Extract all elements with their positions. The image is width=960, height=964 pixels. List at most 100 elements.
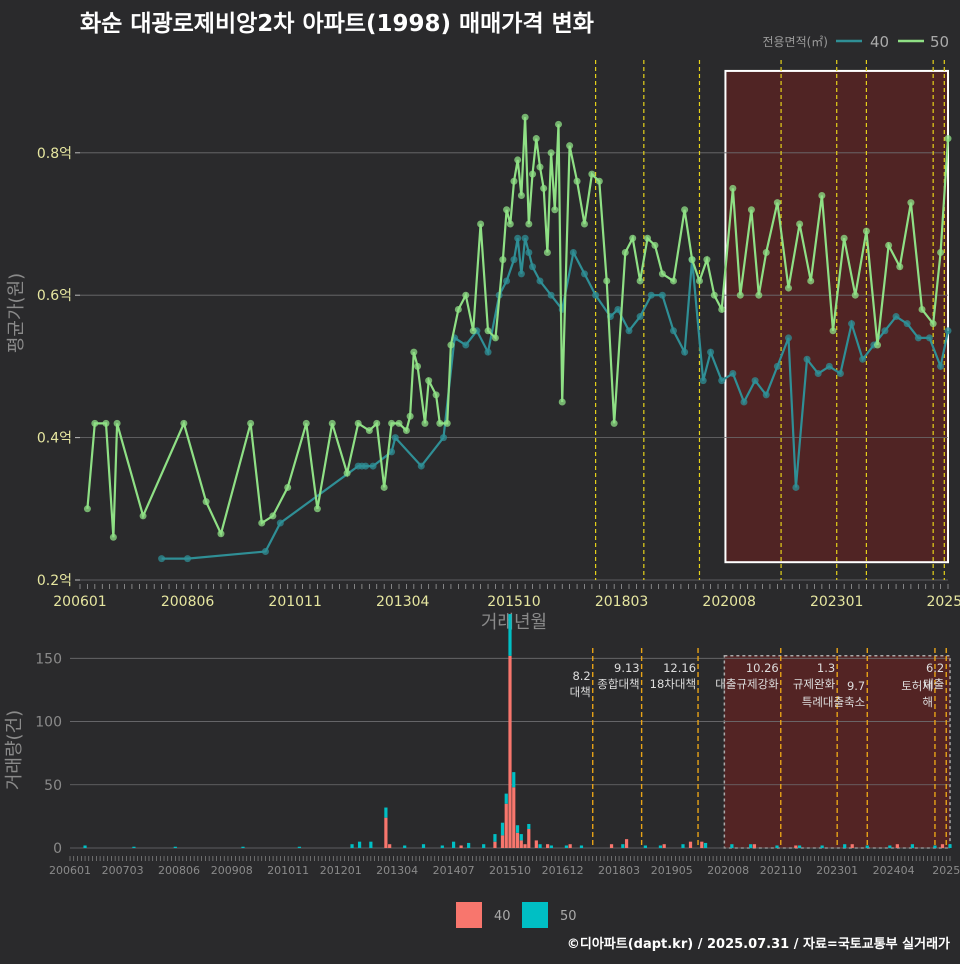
bar-50 xyxy=(132,846,136,848)
bar-50 xyxy=(538,844,542,848)
policy-annotation-line: 대출규제강화 xyxy=(715,677,779,691)
x-axis-title: 거래년월 xyxy=(481,612,547,633)
bar-50 xyxy=(621,844,625,848)
y-axis-title: 평균가(원) xyxy=(6,273,27,353)
bar-50 xyxy=(83,845,87,848)
bar-40 xyxy=(384,817,388,848)
credit-text: ©디아파트(dapt.kr) / 2025.07.31 / 자료=국토교통부 실… xyxy=(566,937,950,952)
data-point-50 xyxy=(558,398,566,406)
x-tick-label: 201011 xyxy=(268,594,321,610)
bar-50 xyxy=(730,844,734,848)
data-point-50 xyxy=(380,483,388,491)
data-point-40 xyxy=(536,277,544,285)
bar-50 xyxy=(865,845,869,848)
data-point-50 xyxy=(432,391,440,399)
bar-y-tick-label: 100 xyxy=(35,715,62,731)
bar-40 xyxy=(500,835,505,848)
bar-x-tick-label: 201905 xyxy=(651,864,693,877)
data-point-40 xyxy=(510,256,518,264)
data-point-40 xyxy=(484,348,492,356)
bar-40 xyxy=(700,841,704,848)
data-point-50 xyxy=(484,327,492,335)
bar-40 xyxy=(752,844,757,848)
data-point-50 xyxy=(402,426,410,434)
bar-50 xyxy=(948,844,952,848)
data-point-50 xyxy=(83,505,91,513)
data-point-50 xyxy=(365,426,373,434)
data-point-50 xyxy=(688,256,696,264)
bar-x-tick-label: 201011 xyxy=(267,864,309,877)
bar-50 xyxy=(515,825,520,833)
data-point-40 xyxy=(261,548,269,556)
data-point-40 xyxy=(625,327,633,335)
data-point-50 xyxy=(202,498,210,506)
data-point-50 xyxy=(102,419,110,427)
data-point-40 xyxy=(670,327,678,335)
data-point-50 xyxy=(425,377,433,385)
data-point-50 xyxy=(536,163,544,171)
data-point-50 xyxy=(566,142,574,150)
policy-annotation: 9.13 종합대책 xyxy=(597,661,639,691)
bar-50 xyxy=(549,845,553,848)
data-point-40 xyxy=(614,305,622,313)
data-point-50 xyxy=(514,156,522,164)
data-point-50 xyxy=(343,469,351,477)
policy-annotation: 8.2 대책 xyxy=(570,669,591,699)
data-point-40 xyxy=(914,334,922,342)
data-point-50 xyxy=(373,419,381,427)
y-tick-label: 0.6억 xyxy=(37,288,72,304)
data-point-50 xyxy=(532,135,540,143)
data-point-50 xyxy=(747,206,755,214)
data-point-50 xyxy=(462,291,470,299)
data-point-40 xyxy=(569,248,577,256)
bar-50 xyxy=(440,845,444,848)
data-point-50 xyxy=(621,248,629,256)
data-point-50 xyxy=(784,284,792,292)
bar-50 xyxy=(775,845,779,848)
data-point-50 xyxy=(710,291,718,299)
data-point-40 xyxy=(417,462,425,470)
data-point-50 xyxy=(180,419,188,427)
data-point-40 xyxy=(814,370,822,378)
data-point-50 xyxy=(658,270,666,278)
data-point-50 xyxy=(284,483,292,491)
policy-annotation-line: 해 xyxy=(922,695,933,709)
data-point-40 xyxy=(592,291,600,299)
data-point-50 xyxy=(755,291,763,299)
data-point-50 xyxy=(736,291,744,299)
bar-50 xyxy=(508,614,512,656)
data-point-40 xyxy=(647,291,655,299)
data-point-50 xyxy=(773,199,781,207)
data-point-50 xyxy=(491,334,499,342)
data-point-40 xyxy=(440,434,448,442)
data-point-40 xyxy=(529,263,537,271)
data-point-50 xyxy=(506,220,514,228)
data-point-50 xyxy=(840,234,848,242)
x-tick-label: 201304 xyxy=(376,594,430,610)
bar-50 xyxy=(797,845,802,848)
data-point-40 xyxy=(681,348,689,356)
data-point-50 xyxy=(443,419,451,427)
data-point-50 xyxy=(503,206,511,214)
data-point-40 xyxy=(718,377,726,385)
data-point-40 xyxy=(740,398,748,406)
bar-x-tick-label: 202301 xyxy=(816,864,858,877)
data-point-50 xyxy=(703,256,711,264)
data-point-40 xyxy=(892,313,900,321)
data-point-50 xyxy=(603,277,611,285)
x-tick-label: 201510 xyxy=(487,594,540,610)
x-tick-label: 200806 xyxy=(161,594,215,610)
data-point-50 xyxy=(937,248,945,256)
data-point-50 xyxy=(410,348,418,356)
bar-x-tick-label: 2025 xyxy=(932,864,960,877)
data-point-50 xyxy=(406,412,414,420)
bar-40 xyxy=(504,803,508,848)
data-point-50 xyxy=(454,305,462,313)
data-point-40 xyxy=(362,462,370,470)
data-point-50 xyxy=(644,234,652,242)
bar-x-tick-label: 201803 xyxy=(598,864,640,877)
bar-50 xyxy=(512,772,516,788)
policy-annotation: 6.2 대출 xyxy=(923,661,944,691)
data-point-40 xyxy=(825,362,833,370)
